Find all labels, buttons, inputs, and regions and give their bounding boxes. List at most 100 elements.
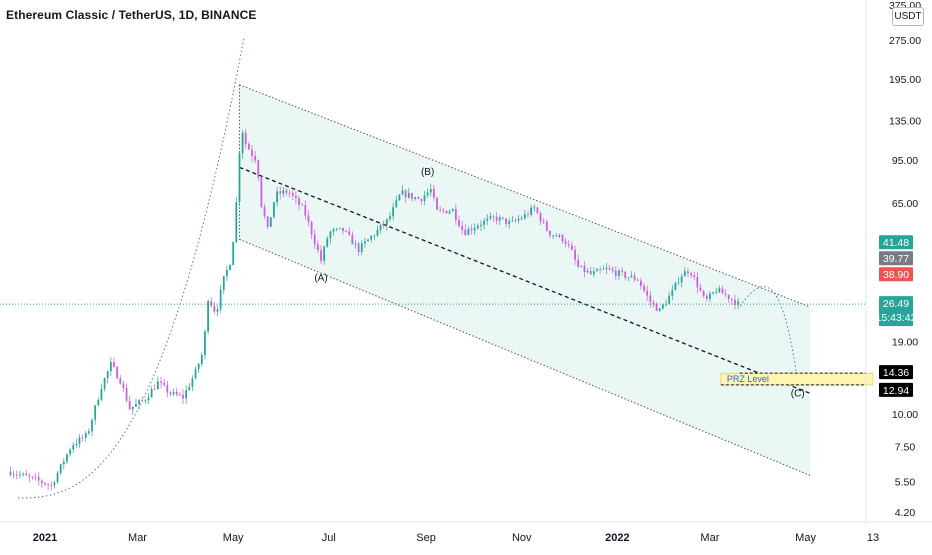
candle-body [210,301,213,306]
wave-label: (B) [421,167,434,178]
candle-body [511,220,514,222]
candle-body [62,461,65,465]
candle-body [389,216,391,220]
candle-body [345,230,347,232]
y-tick-label: 195.00 [889,74,921,86]
candle-body [373,235,376,237]
y-tick-label: 19.00 [892,337,918,349]
candle-body [486,218,489,221]
candle-body [395,200,398,208]
price-tag[interactable] [879,382,913,397]
price-tag[interactable] [879,235,913,250]
candle-body [643,285,645,291]
candle-body [574,249,576,260]
price-tag-label: 39.77 [883,253,909,265]
candle-body [72,445,75,450]
candle-body [88,431,90,434]
candle-body [19,474,21,476]
parabolic-curve[interactable] [18,37,245,499]
candle-body [150,389,153,398]
candle-body [304,204,307,216]
candle-body [197,363,200,370]
candle-body [730,298,733,300]
candle-body [640,280,642,286]
candle-body [385,219,388,226]
candle-body [433,188,435,198]
candle-body [25,473,28,476]
candle-body [442,209,445,211]
projection-curve[interactable] [739,286,799,383]
candle-body [298,198,300,205]
candle-body [555,235,558,237]
candle-body [91,419,93,432]
candle-body [567,244,570,246]
channel-upper-line[interactable] [239,84,811,308]
candle-body [727,294,730,299]
candle-body [429,188,432,193]
candle-body [116,367,119,379]
candle-body [285,190,288,193]
candle-body [602,269,605,270]
candle-body [693,275,696,278]
candle-body [712,292,714,294]
candle-body [520,218,523,220]
candle-body [348,231,351,235]
candle-body [661,304,664,309]
candle-body [273,202,275,218]
candle-body [401,190,404,195]
candle-body [269,217,272,227]
x-tick-label: May [795,532,816,544]
candle-body [489,216,492,219]
candle-body [514,220,517,222]
candle-body [668,295,671,304]
x-tick-label: 13 [867,532,879,544]
candle-body [351,234,354,245]
candle-body [611,269,614,271]
price-tag[interactable] [879,251,913,266]
price-tag-label: 14.36 [883,367,909,379]
x-tick-label: Mar [128,532,147,544]
channel-midline[interactable] [239,166,811,395]
candle-body [483,220,485,225]
candle-body [94,405,97,420]
candle-body [106,371,109,379]
price-tag[interactable] [879,296,913,327]
price-tag[interactable] [879,267,913,282]
candle-body [577,259,580,267]
candle-body [144,400,147,401]
candle-body [558,235,561,237]
candle-body [216,309,219,312]
candle-body [295,195,297,199]
candle-body [335,228,338,230]
candle-body [715,292,718,294]
channel-lower-line[interactable] [239,238,811,476]
candle-body [354,243,357,245]
price-tag-countdown: 15:43:42 [876,312,917,324]
currency-badge[interactable]: USDT [892,7,924,26]
price-tag[interactable] [879,365,913,380]
candle-body [279,191,282,194]
candle-body [539,213,542,222]
candle-body [9,471,12,476]
candle-body [241,132,244,154]
candle-body [103,378,106,390]
wave-label: (C) [791,388,805,399]
candle-body [599,269,602,271]
candle-body [226,269,228,277]
candle-body [178,394,181,396]
candle-body [636,279,639,281]
candle-body [22,473,24,475]
x-tick-label: 2022 [605,532,629,544]
candle-body [696,277,699,288]
candle-body [624,271,627,278]
candle-body [182,394,184,399]
y-tick-label: 5.50 [895,476,916,488]
candle-body [580,265,583,267]
candle-body [561,235,564,242]
candle-body [59,464,62,474]
candle-body [549,230,551,236]
candle-body [417,197,420,199]
candle-body [251,149,253,157]
